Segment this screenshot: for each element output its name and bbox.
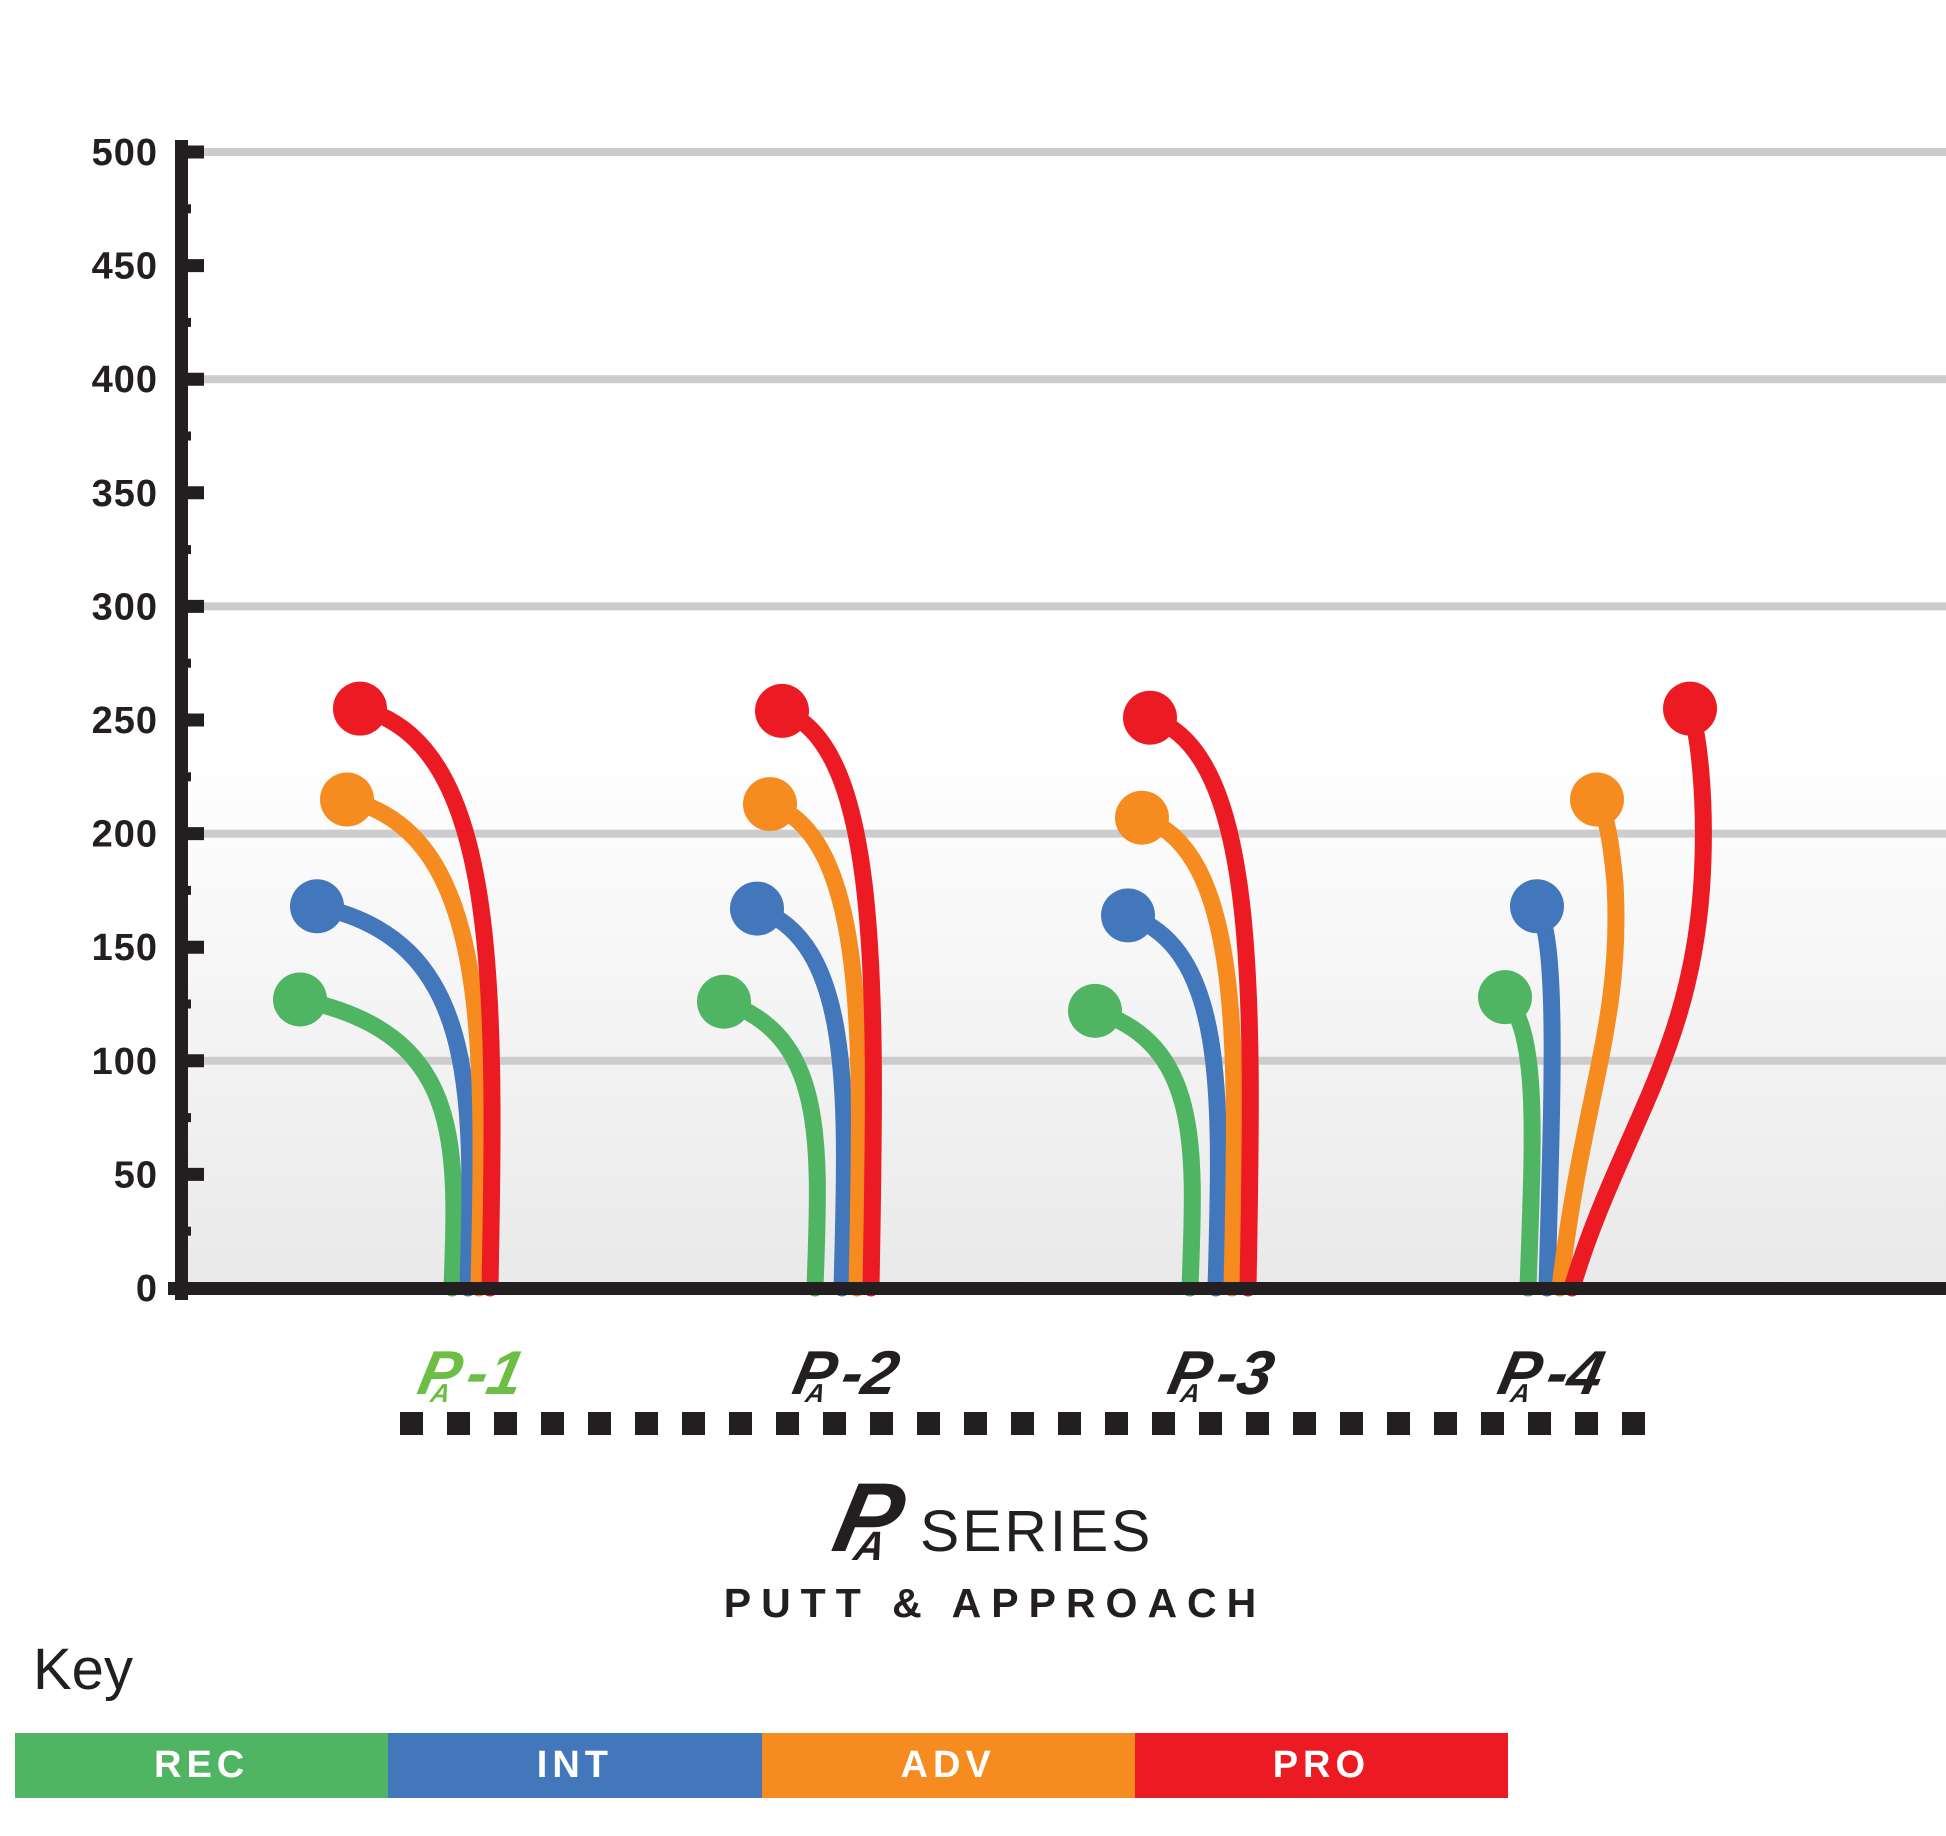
svg-text:250: 250 [92,700,158,742]
svg-text:450: 450 [92,246,158,288]
svg-text:500: 500 [92,132,158,174]
x-label-pa-3: P A -3 [1162,1338,1279,1409]
x-label-pa-1: P A -1 [412,1338,529,1409]
key-title: Key [33,1637,133,1702]
svg-text:400: 400 [92,359,158,401]
key-seg-adv: ADV [761,1733,1135,1798]
svg-text:100: 100 [92,1041,158,1083]
series-title-row: P A SERIES [724,1462,1267,1572]
key-seg-label: INT [536,1744,613,1786]
flight-chart-svg: 0 50 100 150 200 250 300 350 400 450 500 [92,132,1946,1310]
key-legend-bar: REC INT ADV PRO [15,1733,1508,1798]
svg-text:300: 300 [92,586,158,628]
x-label-pa-2: P A -2 [787,1338,904,1409]
svg-text:350: 350 [92,473,158,515]
key-seg-rec: REC [15,1733,389,1798]
dashed-divider [400,1412,1650,1435]
key-seg-pro: PRO [1134,1733,1508,1798]
key-seg-label: ADV [900,1744,996,1786]
svg-text:150: 150 [92,927,158,969]
key-seg-label: REC [154,1744,250,1786]
x-label-pa-4: P A -4 [1492,1338,1609,1409]
series-title: SERIES [920,1499,1154,1564]
svg-text:0: 0 [136,1268,158,1310]
key-seg-int: INT [388,1733,762,1798]
svg-text:50: 50 [114,1154,158,1196]
key-seg-label: PRO [1272,1744,1371,1786]
series-subtitle: PUTT & APPROACH [723,1580,1267,1626]
svg-text:200: 200 [92,814,158,856]
series-logo: P A SERIES PUTT & APPROACH [723,1462,1267,1627]
